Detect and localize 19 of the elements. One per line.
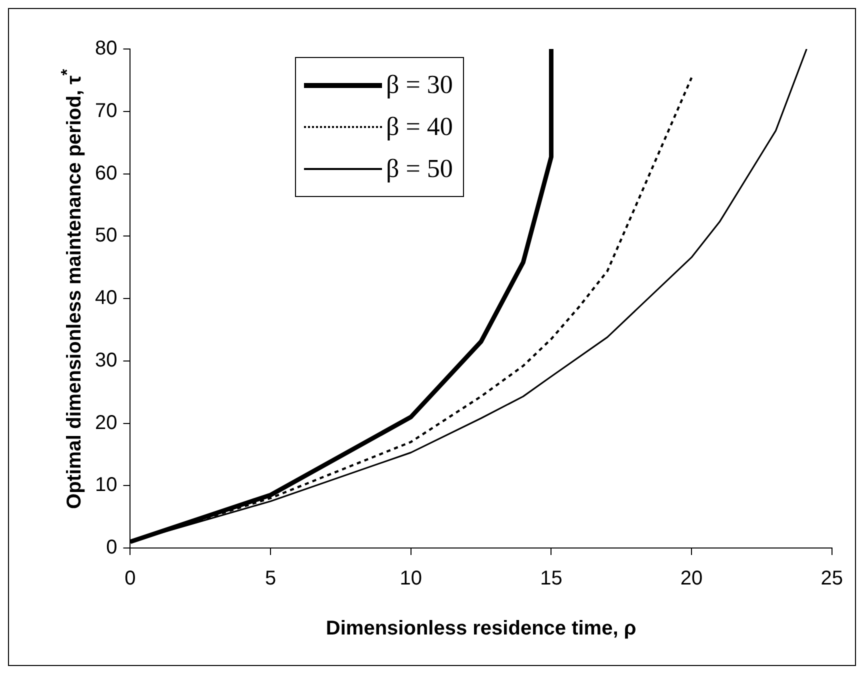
x-tick-label: 5 [265,568,276,590]
y-tick-label: 40 [94,287,118,310]
legend-label: β = 30 [386,70,453,100]
x-tick-label: 25 [820,568,843,590]
y-tick-label: 10 [94,474,118,496]
y-tick-label: 30 [94,349,118,372]
x-tick-label: 10 [400,568,422,590]
y-tick-label: 50 [94,224,118,247]
x-axis-title: Dimensionless residence time, ρ [326,618,636,640]
legend-label: β = 50 [386,154,453,184]
legend-label: β = 40 [386,112,453,142]
y-tick-label: 70 [94,100,118,122]
x-tick-label: 20 [680,568,703,590]
y-tick-label: 20 [94,412,118,434]
x-tick-label: 0 [124,568,136,590]
y-tick-label: 60 [94,162,118,184]
y-tick-label: 80 [94,38,118,60]
x-tick-label: 15 [540,568,562,590]
y-tick-label: 0 [106,536,118,559]
